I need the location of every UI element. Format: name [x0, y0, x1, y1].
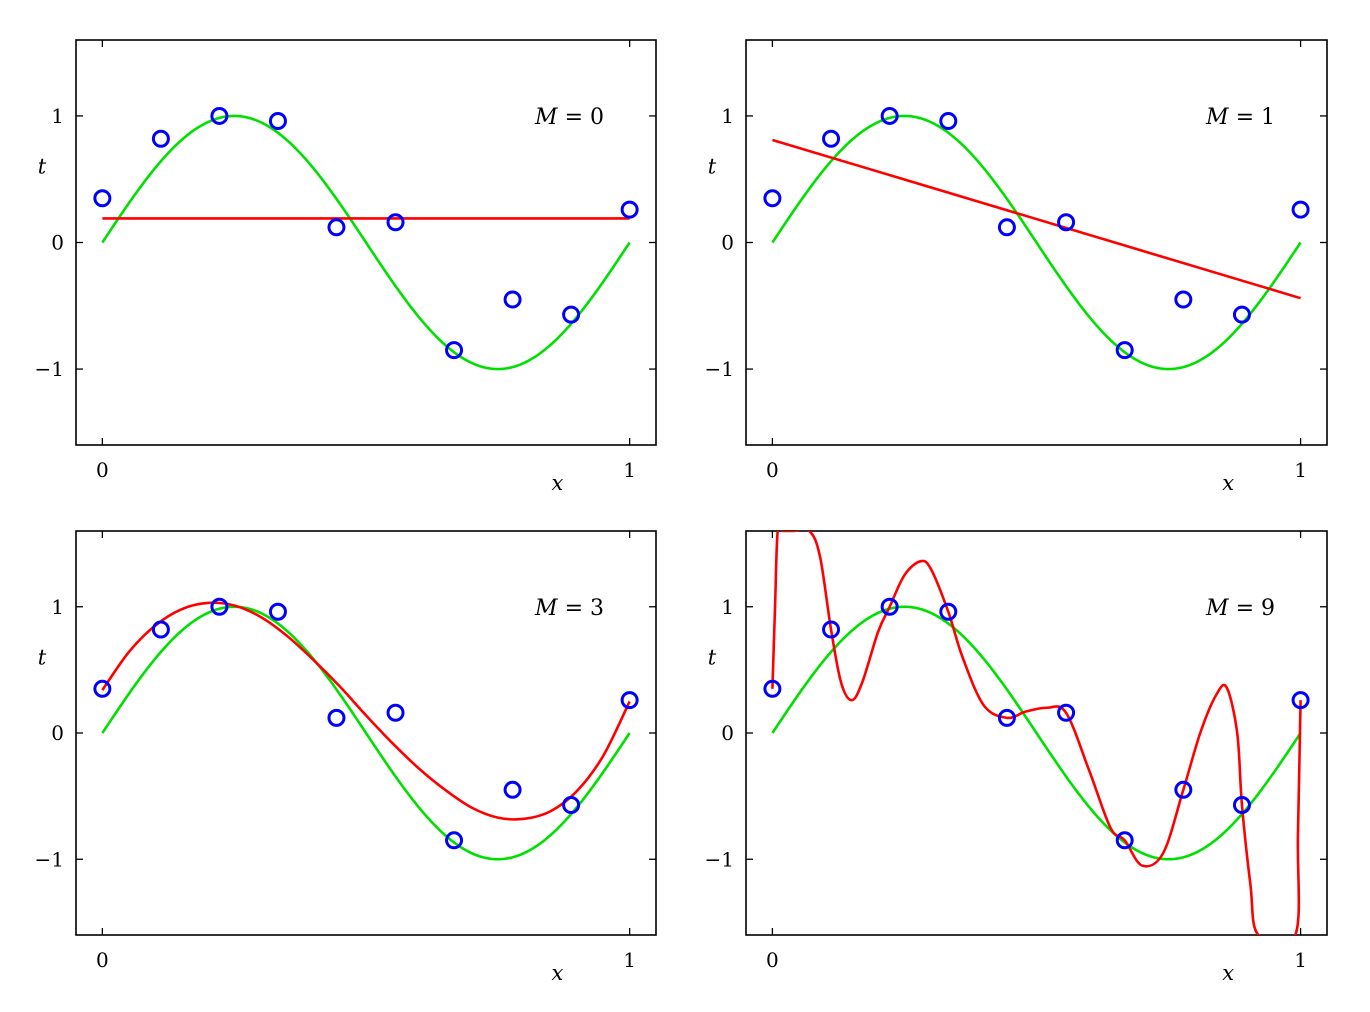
data-point	[620, 691, 639, 710]
y-axis-label: t	[38, 155, 47, 179]
data-point	[822, 129, 841, 148]
data-point	[1174, 780, 1193, 799]
y-axis-label: t	[38, 645, 47, 669]
data-point	[503, 780, 522, 799]
chart-panel-2: −1 0 1 0 1 x t M = 3	[35, 530, 657, 985]
data-point	[1115, 831, 1134, 850]
y-axis-label: t	[708, 645, 717, 669]
data-point	[763, 679, 782, 698]
data-point	[1232, 305, 1251, 324]
data-point	[1057, 213, 1076, 232]
y-tick-label: 0	[721, 231, 734, 255]
x-axis-label: x	[1222, 471, 1234, 495]
data-point	[327, 218, 346, 237]
data-point	[327, 708, 346, 727]
panel-label: M = 9	[1205, 596, 1275, 621]
true-curve	[101, 605, 631, 861]
x-axis-label: x	[1222, 961, 1234, 985]
chart-panel-1: −1 0 1 0 1 x t M = 1	[705, 39, 1328, 495]
data-point	[1057, 703, 1076, 722]
x-tick-label: 1	[623, 948, 636, 972]
data-point	[880, 597, 899, 616]
data-point	[880, 106, 899, 125]
data-point	[503, 290, 522, 309]
y-tick-label: 1	[51, 104, 64, 128]
panel-label: M = 3	[534, 596, 604, 621]
data-point	[1291, 691, 1310, 710]
y-axis-label: t	[708, 155, 717, 179]
true-curve	[771, 114, 1302, 371]
x-axis-label: x	[551, 471, 563, 495]
data-point	[210, 106, 229, 125]
x-tick-label: 0	[96, 948, 109, 972]
x-tick-label: 1	[1294, 948, 1307, 972]
y-tick-label: 1	[721, 595, 734, 619]
data-point	[997, 218, 1016, 237]
data-point	[939, 602, 958, 621]
y-tick-label: 0	[51, 721, 64, 745]
panel-label: M = 1	[1205, 105, 1275, 130]
data-point	[268, 602, 287, 621]
data-point	[210, 597, 229, 616]
y-tick-label: 0	[51, 231, 64, 255]
data-point	[1174, 290, 1193, 309]
true-curve	[771, 605, 1302, 861]
x-tick-label: 0	[96, 458, 109, 482]
y-tick-label: 1	[721, 104, 734, 128]
panel-label: M = 0	[534, 105, 604, 130]
y-tick-label: −1	[705, 847, 734, 871]
data-point	[822, 620, 841, 639]
data-point	[997, 708, 1016, 727]
data-point	[445, 341, 464, 360]
chart-panel-0: −1 0 1 0 1 x t M = 0	[35, 39, 657, 495]
x-tick-label: 1	[623, 458, 636, 482]
fit-curve	[771, 531, 1302, 935]
x-tick-label: 0	[766, 458, 779, 482]
fit-curve	[772, 138, 1301, 300]
data-point	[151, 129, 170, 148]
y-tick-label: −1	[705, 357, 734, 381]
y-tick-label: 0	[721, 721, 734, 745]
data-point	[939, 112, 958, 130]
data-point	[151, 620, 170, 639]
x-axis-label: x	[551, 961, 563, 985]
y-tick-label: 1	[51, 595, 64, 619]
data-point	[386, 213, 405, 232]
chart-panel-3: −1 0 1 0 1 x t M = 9	[705, 530, 1328, 985]
fit-curve	[101, 601, 631, 821]
data-point	[93, 189, 112, 208]
data-point	[445, 831, 464, 850]
data-point	[93, 679, 112, 698]
y-tick-label: −1	[35, 357, 64, 381]
data-point	[1115, 341, 1134, 360]
y-tick-label: −1	[35, 847, 64, 871]
data-point	[268, 112, 287, 130]
x-tick-label: 0	[766, 948, 779, 972]
x-tick-label: 1	[1294, 458, 1307, 482]
data-point	[1291, 200, 1310, 219]
true-curve	[101, 114, 631, 371]
data-point	[763, 189, 782, 208]
data-point	[562, 305, 581, 324]
data-point	[562, 795, 581, 814]
data-point	[620, 200, 639, 219]
data-point	[386, 703, 405, 722]
data-point	[1232, 795, 1251, 814]
